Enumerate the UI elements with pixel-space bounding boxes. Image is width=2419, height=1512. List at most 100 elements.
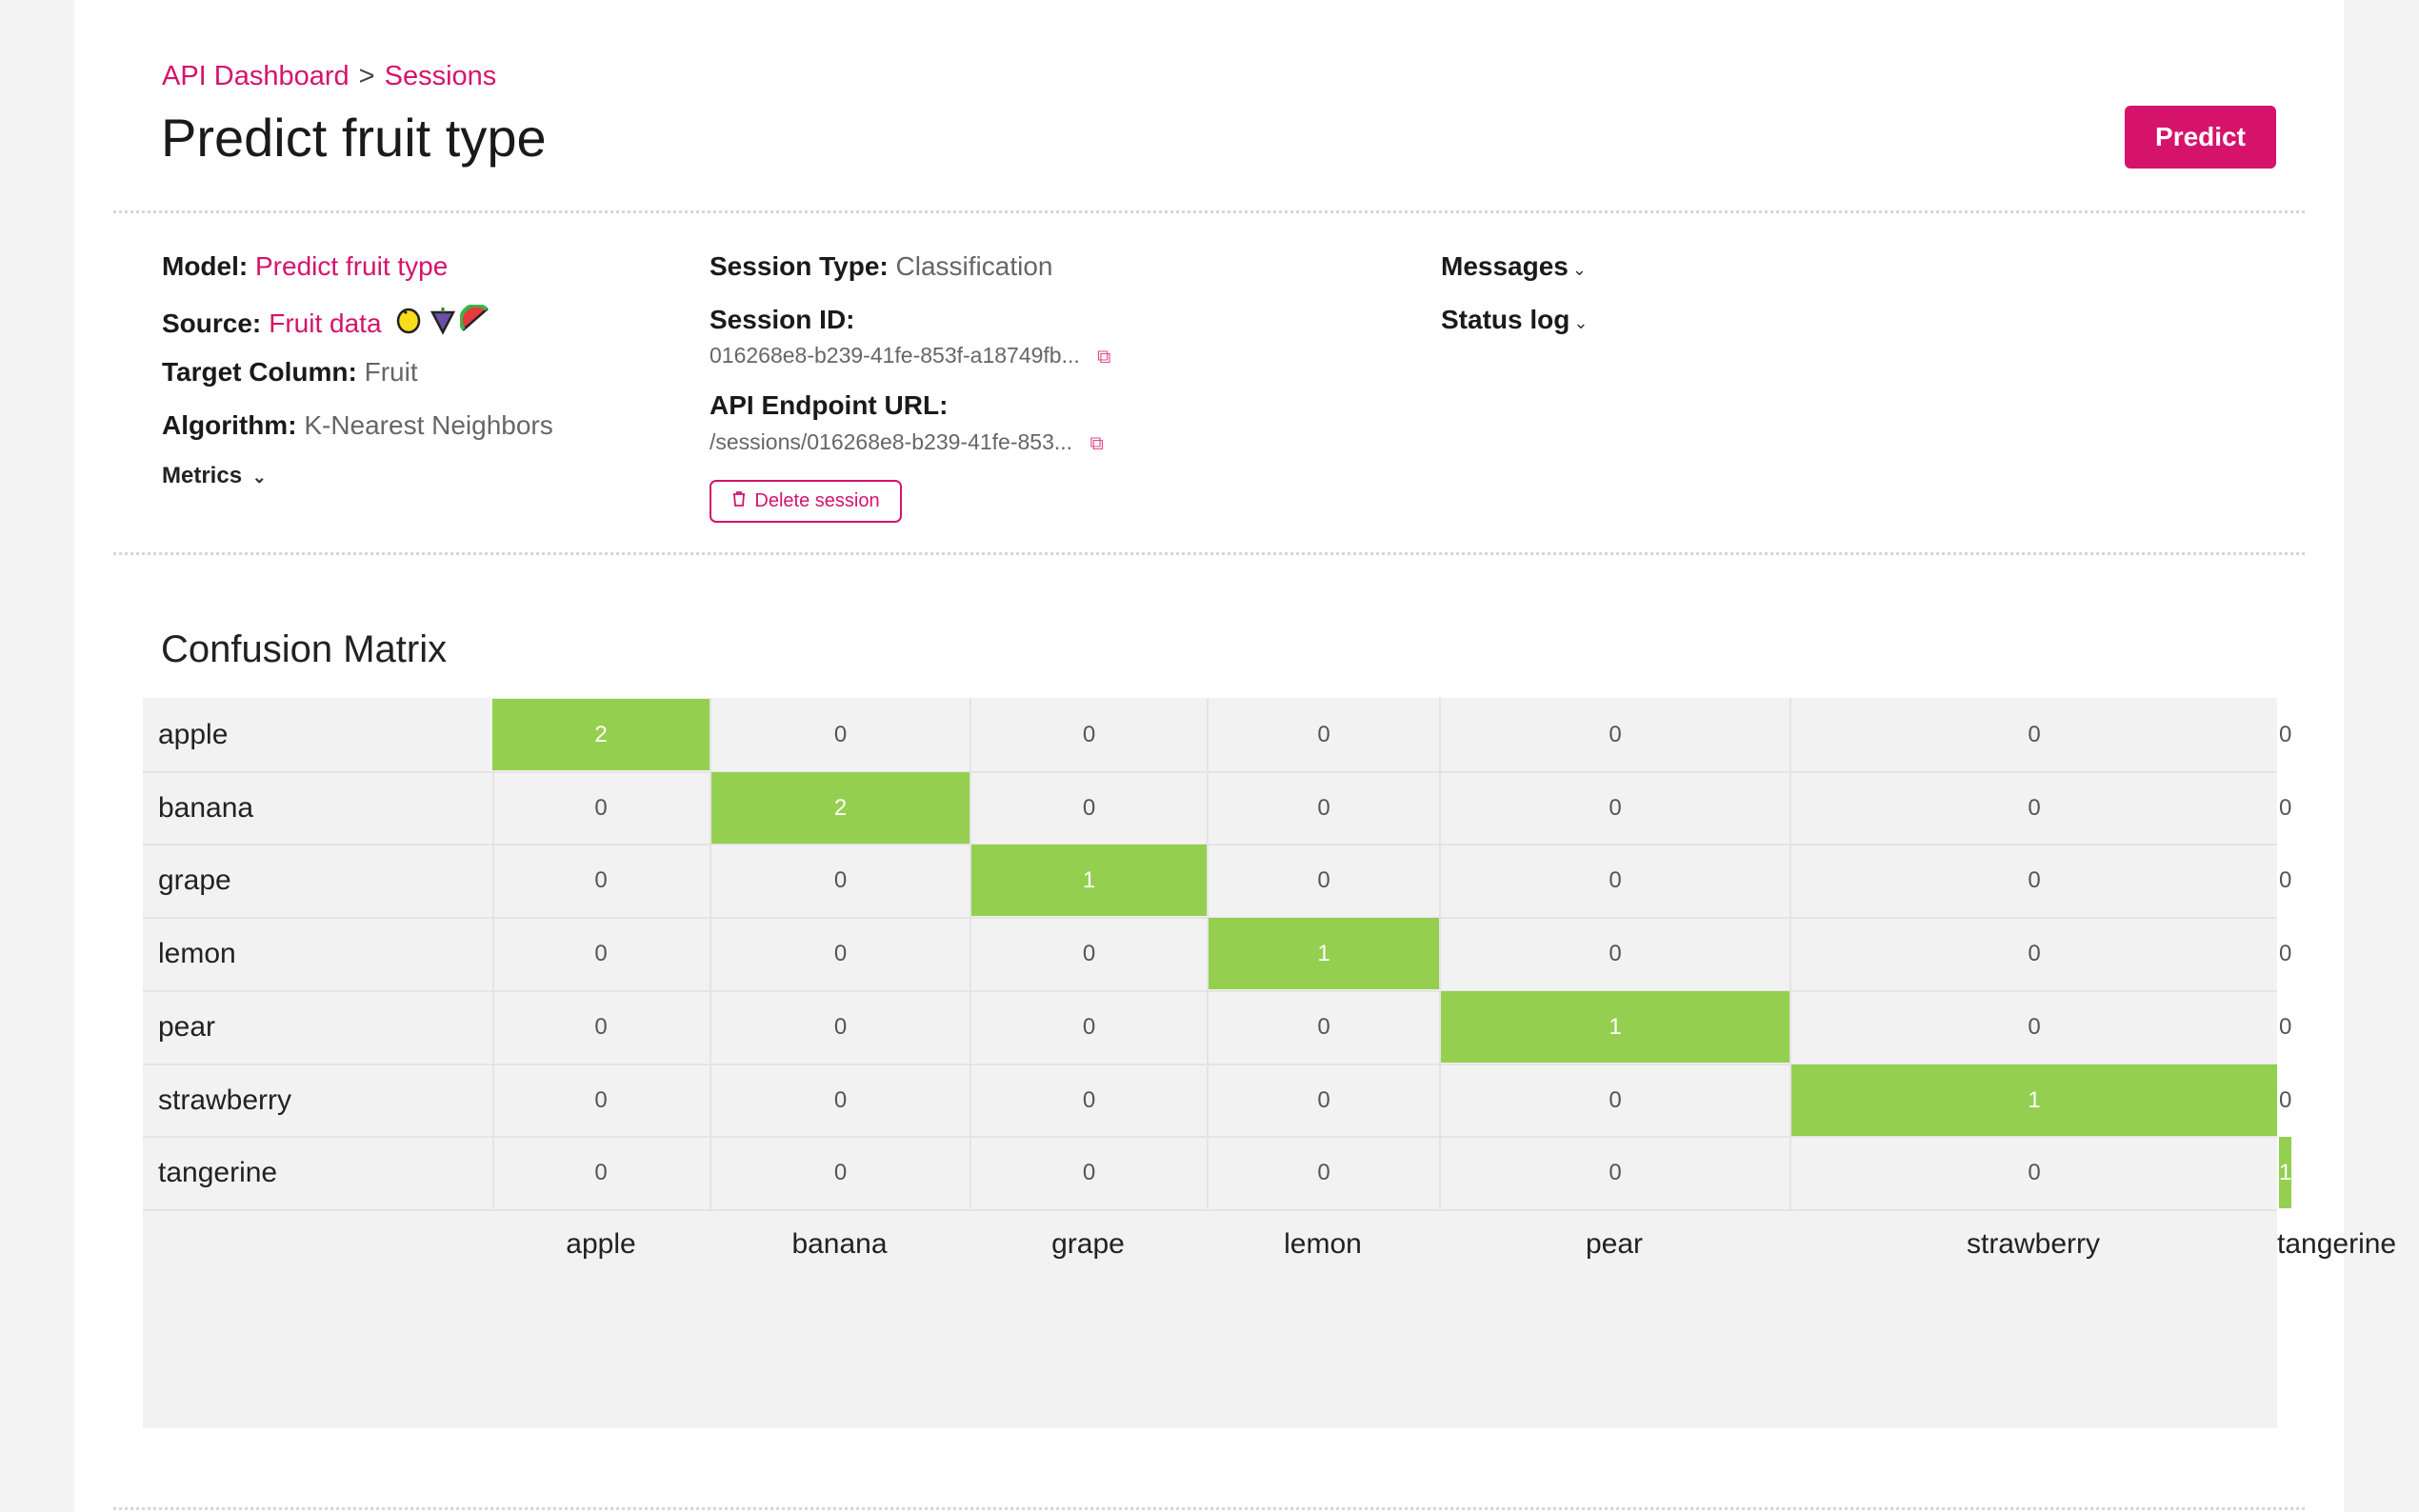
matrix-col-label-banana: banana bbox=[791, 1228, 888, 1260]
model-label: Model: bbox=[162, 251, 249, 281]
delete-session-button[interactable]: Delete session bbox=[710, 480, 902, 523]
matrix-cell-apple-lemon: 0 bbox=[1317, 721, 1330, 747]
matrix-cell-tangerine-strawberry: 0 bbox=[2028, 1159, 2041, 1185]
matrix-cell-lemon-pear: 0 bbox=[1609, 940, 1622, 966]
matrix-cell-banana-apple: 0 bbox=[594, 794, 608, 821]
matrix-col-label-strawberry: strawberry bbox=[1966, 1228, 2101, 1260]
matrix-cell-banana-pear: 0 bbox=[1609, 794, 1622, 821]
chevron-down-icon: ⌄ bbox=[1571, 260, 1587, 279]
confusion-matrix: apple 2 0 0 0 0 0 0 banana 0 2 0 0 0 0 0 grape 0 0 1 0 0 0 0 lem… bbox=[143, 698, 2396, 1428]
matrix-cell-strawberry-grape: 0 bbox=[1082, 1086, 1096, 1113]
matrix-cell-apple-pear: 0 bbox=[1609, 721, 1622, 747]
matrix-cell-pear-pear: 1 bbox=[1441, 991, 1789, 1063]
matrix-cell-tangerine-pear: 0 bbox=[1609, 1159, 1622, 1185]
delete-session-label: Delete session bbox=[754, 490, 880, 511]
algorithm-value: K-Nearest Neighbors bbox=[304, 410, 553, 440]
matrix-col-label-pear: pear bbox=[1585, 1228, 1644, 1260]
breadcrumb-separator: > bbox=[358, 61, 375, 91]
matrix-row-label-pear: pear bbox=[158, 1010, 216, 1043]
matrix-cell-lemon-grape: 0 bbox=[1082, 940, 1096, 966]
divider-middle bbox=[113, 552, 2305, 555]
matrix-row-label-apple: apple bbox=[158, 718, 229, 750]
matrix-cell-grape-pear: 0 bbox=[1609, 866, 1622, 893]
page-title: Predict fruit type bbox=[161, 108, 547, 168]
matrix-cell-strawberry-tangerine: 0 bbox=[2279, 1086, 2292, 1113]
matrix-row-label-grape: grape bbox=[158, 864, 231, 896]
matrix-cell-pear-tangerine: 0 bbox=[2279, 1013, 2292, 1040]
matrix-gridline bbox=[1439, 698, 1441, 1209]
matrix-cell-pear-apple: 0 bbox=[594, 1013, 608, 1040]
matrix-row-label-strawberry: strawberry bbox=[158, 1084, 292, 1116]
copy-icon[interactable]: ⧉ bbox=[1097, 347, 1111, 368]
session-id-value: 016268e8-b239-41fe-853f-a18749fb... bbox=[710, 343, 1080, 368]
matrix-cell-tangerine-grape: 0 bbox=[1082, 1159, 1096, 1185]
matrix-cell-strawberry-banana: 0 bbox=[833, 1086, 848, 1113]
matrix-cell-lemon-banana: 0 bbox=[833, 940, 848, 966]
matrix-cell-strawberry-lemon: 0 bbox=[1317, 1086, 1330, 1113]
target-column-row: Target Column: Fruit bbox=[162, 357, 418, 388]
matrix-cell-pear-strawberry: 0 bbox=[2028, 1013, 2041, 1040]
breadcrumb-api-dashboard[interactable]: API Dashboard bbox=[162, 61, 350, 91]
matrix-cell-lemon-strawberry: 0 bbox=[2028, 940, 2041, 966]
status-log-label: Status log bbox=[1441, 305, 1570, 334]
matrix-cell-apple-tangerine: 0 bbox=[2279, 721, 2292, 747]
api-endpoint-label-text: API Endpoint URL: bbox=[710, 390, 949, 420]
matrix-col-label-grape: grape bbox=[1051, 1228, 1125, 1260]
matrix-cell-tangerine-banana: 0 bbox=[833, 1159, 848, 1185]
matrix-cell-apple-apple: 2 bbox=[492, 699, 710, 770]
session-type-row: Session Type: Classification bbox=[710, 251, 1053, 282]
status-log-toggle[interactable]: Status log ⌄ bbox=[1441, 305, 1588, 335]
session-type-value: Classification bbox=[895, 251, 1053, 281]
session-id-row: 016268e8-b239-41fe-853f-a18749fb... ⧉ bbox=[710, 343, 1110, 368]
matrix-gridline bbox=[492, 698, 494, 1209]
matrix-cell-strawberry-strawberry: 1 bbox=[1791, 1064, 2277, 1136]
matrix-col-label-tangerine: tangerine bbox=[2277, 1228, 2397, 1260]
matrix-cell-grape-strawberry: 0 bbox=[2028, 866, 2041, 893]
matrix-cell-grape-apple: 0 bbox=[594, 866, 608, 893]
matrix-cell-apple-banana: 0 bbox=[833, 721, 848, 747]
trash-icon bbox=[731, 490, 747, 513]
breadcrumb: API Dashboard > Sessions bbox=[162, 61, 496, 92]
copy-icon[interactable]: ⧉ bbox=[1090, 433, 1104, 454]
matrix-cell-tangerine-apple: 0 bbox=[594, 1159, 608, 1185]
matrix-cell-apple-strawberry: 0 bbox=[2028, 721, 2041, 747]
source-row: Source: Fruit data bbox=[162, 303, 492, 342]
matrix-cell-banana-lemon: 0 bbox=[1317, 794, 1330, 821]
source-label: Source: bbox=[162, 308, 262, 338]
grape-icon bbox=[428, 305, 458, 342]
session-id-label: Session ID: bbox=[710, 305, 854, 335]
matrix-cell-lemon-apple: 0 bbox=[594, 940, 608, 966]
matrix-cell-pear-lemon: 0 bbox=[1317, 1013, 1330, 1040]
session-type-label: Session Type: bbox=[710, 251, 889, 281]
algorithm-row: Algorithm: K-Nearest Neighbors bbox=[162, 410, 553, 441]
matrix-cell-grape-banana: 0 bbox=[833, 866, 848, 893]
matrix-gridline bbox=[1789, 698, 1791, 1209]
matrix-cell-banana-grape: 0 bbox=[1082, 794, 1096, 821]
predict-button[interactable]: Predict bbox=[2125, 106, 2276, 169]
matrix-row-label-lemon: lemon bbox=[158, 937, 236, 969]
messages-toggle[interactable]: Messages ⌄ bbox=[1441, 251, 1587, 282]
matrix-cell-lemon-tangerine: 0 bbox=[2279, 940, 2292, 966]
matrix-cell-grape-tangerine: 0 bbox=[2279, 866, 2292, 893]
api-endpoint-label: API Endpoint URL: bbox=[710, 390, 948, 421]
matrix-gridline bbox=[143, 1209, 2277, 1211]
matrix-gridline bbox=[143, 1064, 2277, 1065]
matrix-cell-tangerine-tangerine: 1 bbox=[2279, 1137, 2292, 1208]
matrix-cell-grape-lemon: 0 bbox=[1317, 866, 1330, 893]
api-endpoint-value: /sessions/016268e8-b239-41fe-853... bbox=[710, 429, 1073, 454]
algorithm-label: Algorithm: bbox=[162, 410, 297, 440]
source-link[interactable]: Fruit data bbox=[269, 308, 382, 338]
matrix-cell-grape-grape: 1 bbox=[971, 845, 1207, 916]
breadcrumb-sessions[interactable]: Sessions bbox=[384, 61, 497, 91]
watermelon-icon bbox=[458, 303, 492, 342]
matrix-gridline bbox=[143, 1136, 2277, 1138]
model-link[interactable]: Predict fruit type bbox=[255, 251, 449, 281]
matrix-cell-pear-grape: 0 bbox=[1082, 1013, 1096, 1040]
matrix-cell-banana-tangerine: 0 bbox=[2279, 794, 2292, 821]
matrix-gridline bbox=[970, 698, 971, 1209]
matrix-gridline bbox=[710, 698, 711, 1209]
matrix-col-label-lemon: lemon bbox=[1284, 1228, 1362, 1260]
matrix-cell-lemon-lemon: 1 bbox=[1209, 918, 1439, 989]
metrics-toggle[interactable]: Metrics ⌄ bbox=[162, 463, 267, 489]
matrix-gridline bbox=[143, 771, 2277, 773]
